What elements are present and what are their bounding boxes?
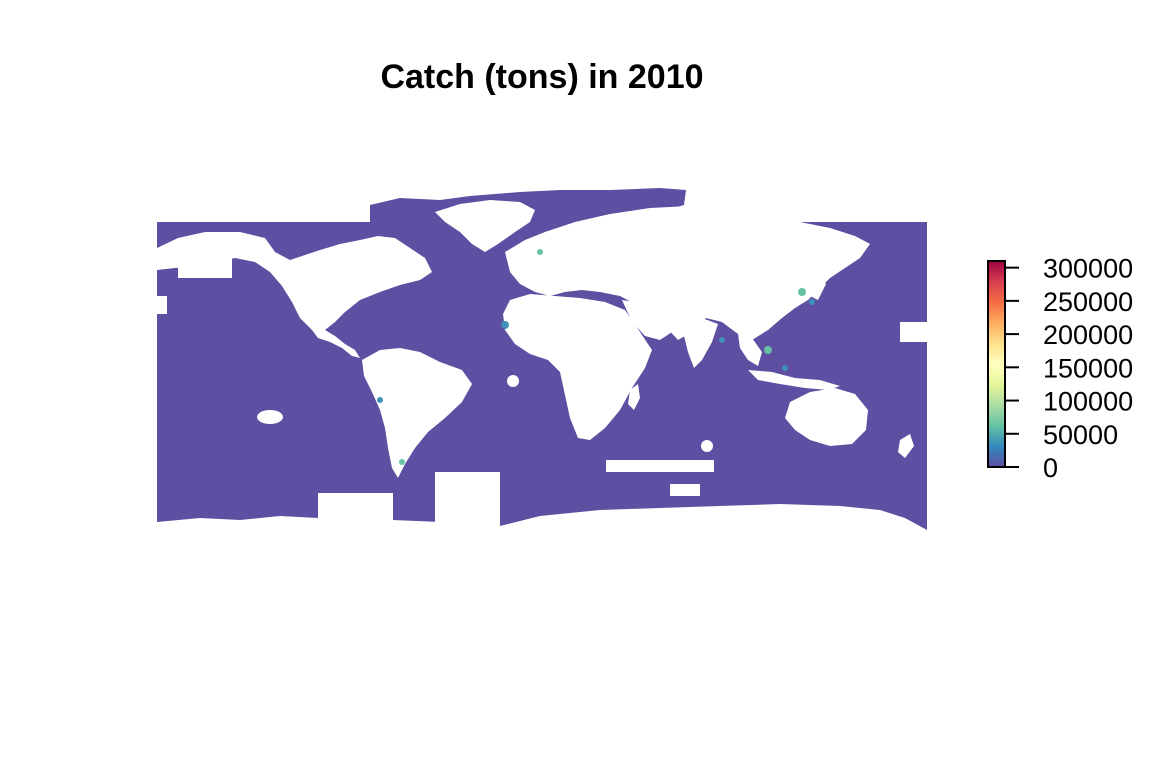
legend-color-bar (987, 260, 1006, 468)
hotspot-nw-africa (501, 321, 509, 329)
hotspot-peru (377, 397, 383, 403)
legend-tick-label: 250000 (1043, 287, 1133, 317)
south-atlantic-gap (435, 472, 500, 532)
e-pacific-gap (900, 322, 927, 342)
australia (785, 388, 868, 446)
hotspot-argentina (399, 459, 405, 465)
antarctica (157, 504, 927, 547)
legend-tick-label: 50000 (1043, 420, 1118, 450)
central-america (312, 330, 360, 358)
map-title: Catch (tons) in 2010 (380, 58, 704, 96)
south-indian-gap-2 (670, 484, 700, 496)
southeast-asia (738, 334, 762, 366)
hotspot-indonesia (782, 365, 788, 371)
nw-pacific-gap (157, 296, 167, 314)
hawaii-gap (257, 410, 283, 424)
south-indian-gap-1 (606, 460, 714, 472)
hotspot-north-sea (537, 249, 543, 255)
hotspot-bay-of-bengal (719, 337, 725, 343)
eurasia (505, 206, 870, 340)
legend-tick-label: 200000 (1043, 320, 1133, 350)
hotspot-east-asia-2 (809, 299, 815, 305)
alaska-gap (178, 256, 232, 278)
indian-ocean-island-gap (701, 440, 713, 452)
land-masses (157, 200, 927, 547)
japan (808, 274, 826, 300)
hotspot-east-asia-1 (798, 288, 806, 296)
legend-tick-label: 100000 (1043, 387, 1133, 417)
south-america (362, 348, 472, 478)
greenland (435, 200, 535, 252)
madagascar (628, 384, 640, 410)
indonesia (748, 370, 840, 390)
legend-tick-label: 0 (1043, 453, 1058, 483)
india (682, 318, 718, 368)
scandinavia (545, 228, 575, 262)
new-zealand (898, 434, 914, 458)
africa (503, 294, 652, 440)
legend-tick-label: 300000 (1043, 254, 1133, 284)
atlantic-island-gap (507, 375, 519, 387)
arabian-peninsula (622, 300, 672, 340)
catch-hotspots (377, 249, 815, 465)
hotspot-southeast-asia (764, 346, 772, 354)
british-isles (518, 252, 532, 272)
legend-tick-label: 150000 (1043, 353, 1133, 383)
